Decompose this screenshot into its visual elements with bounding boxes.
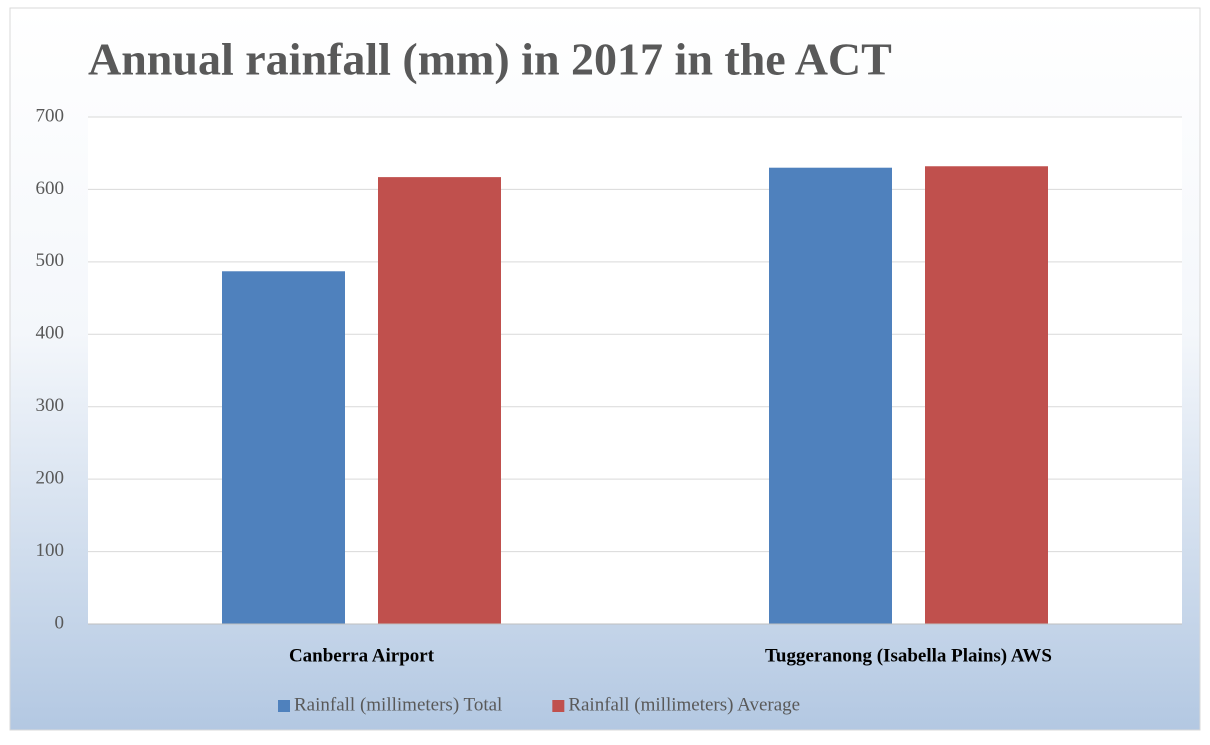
y-tick-label: 600 — [36, 178, 65, 199]
legend-swatch — [552, 700, 565, 712]
bar — [222, 271, 345, 624]
legend-label: Rainfall (millimeters) Total — [294, 694, 502, 715]
y-tick-label: 200 — [36, 468, 65, 489]
y-tick-label: 400 — [36, 323, 65, 344]
x-tick-label: Tuggeranong (Isabella Plains) AWS — [765, 645, 1052, 666]
bar — [378, 177, 501, 624]
chart-title: Annual rainfall (mm) in 2017 in the ACT — [88, 34, 892, 85]
y-tick-label: 100 — [36, 540, 65, 561]
bar — [925, 166, 1048, 624]
bar — [769, 167, 892, 624]
x-tick-label: Canberra Airport — [289, 645, 435, 666]
y-tick-label: 500 — [36, 250, 65, 271]
y-tick-label: 0 — [55, 612, 65, 633]
y-tick-label: 700 — [36, 105, 65, 126]
y-tick-label: 300 — [36, 395, 65, 416]
legend-swatch — [278, 700, 290, 712]
legend-label: Rainfall (millimeters) Average — [568, 694, 800, 715]
